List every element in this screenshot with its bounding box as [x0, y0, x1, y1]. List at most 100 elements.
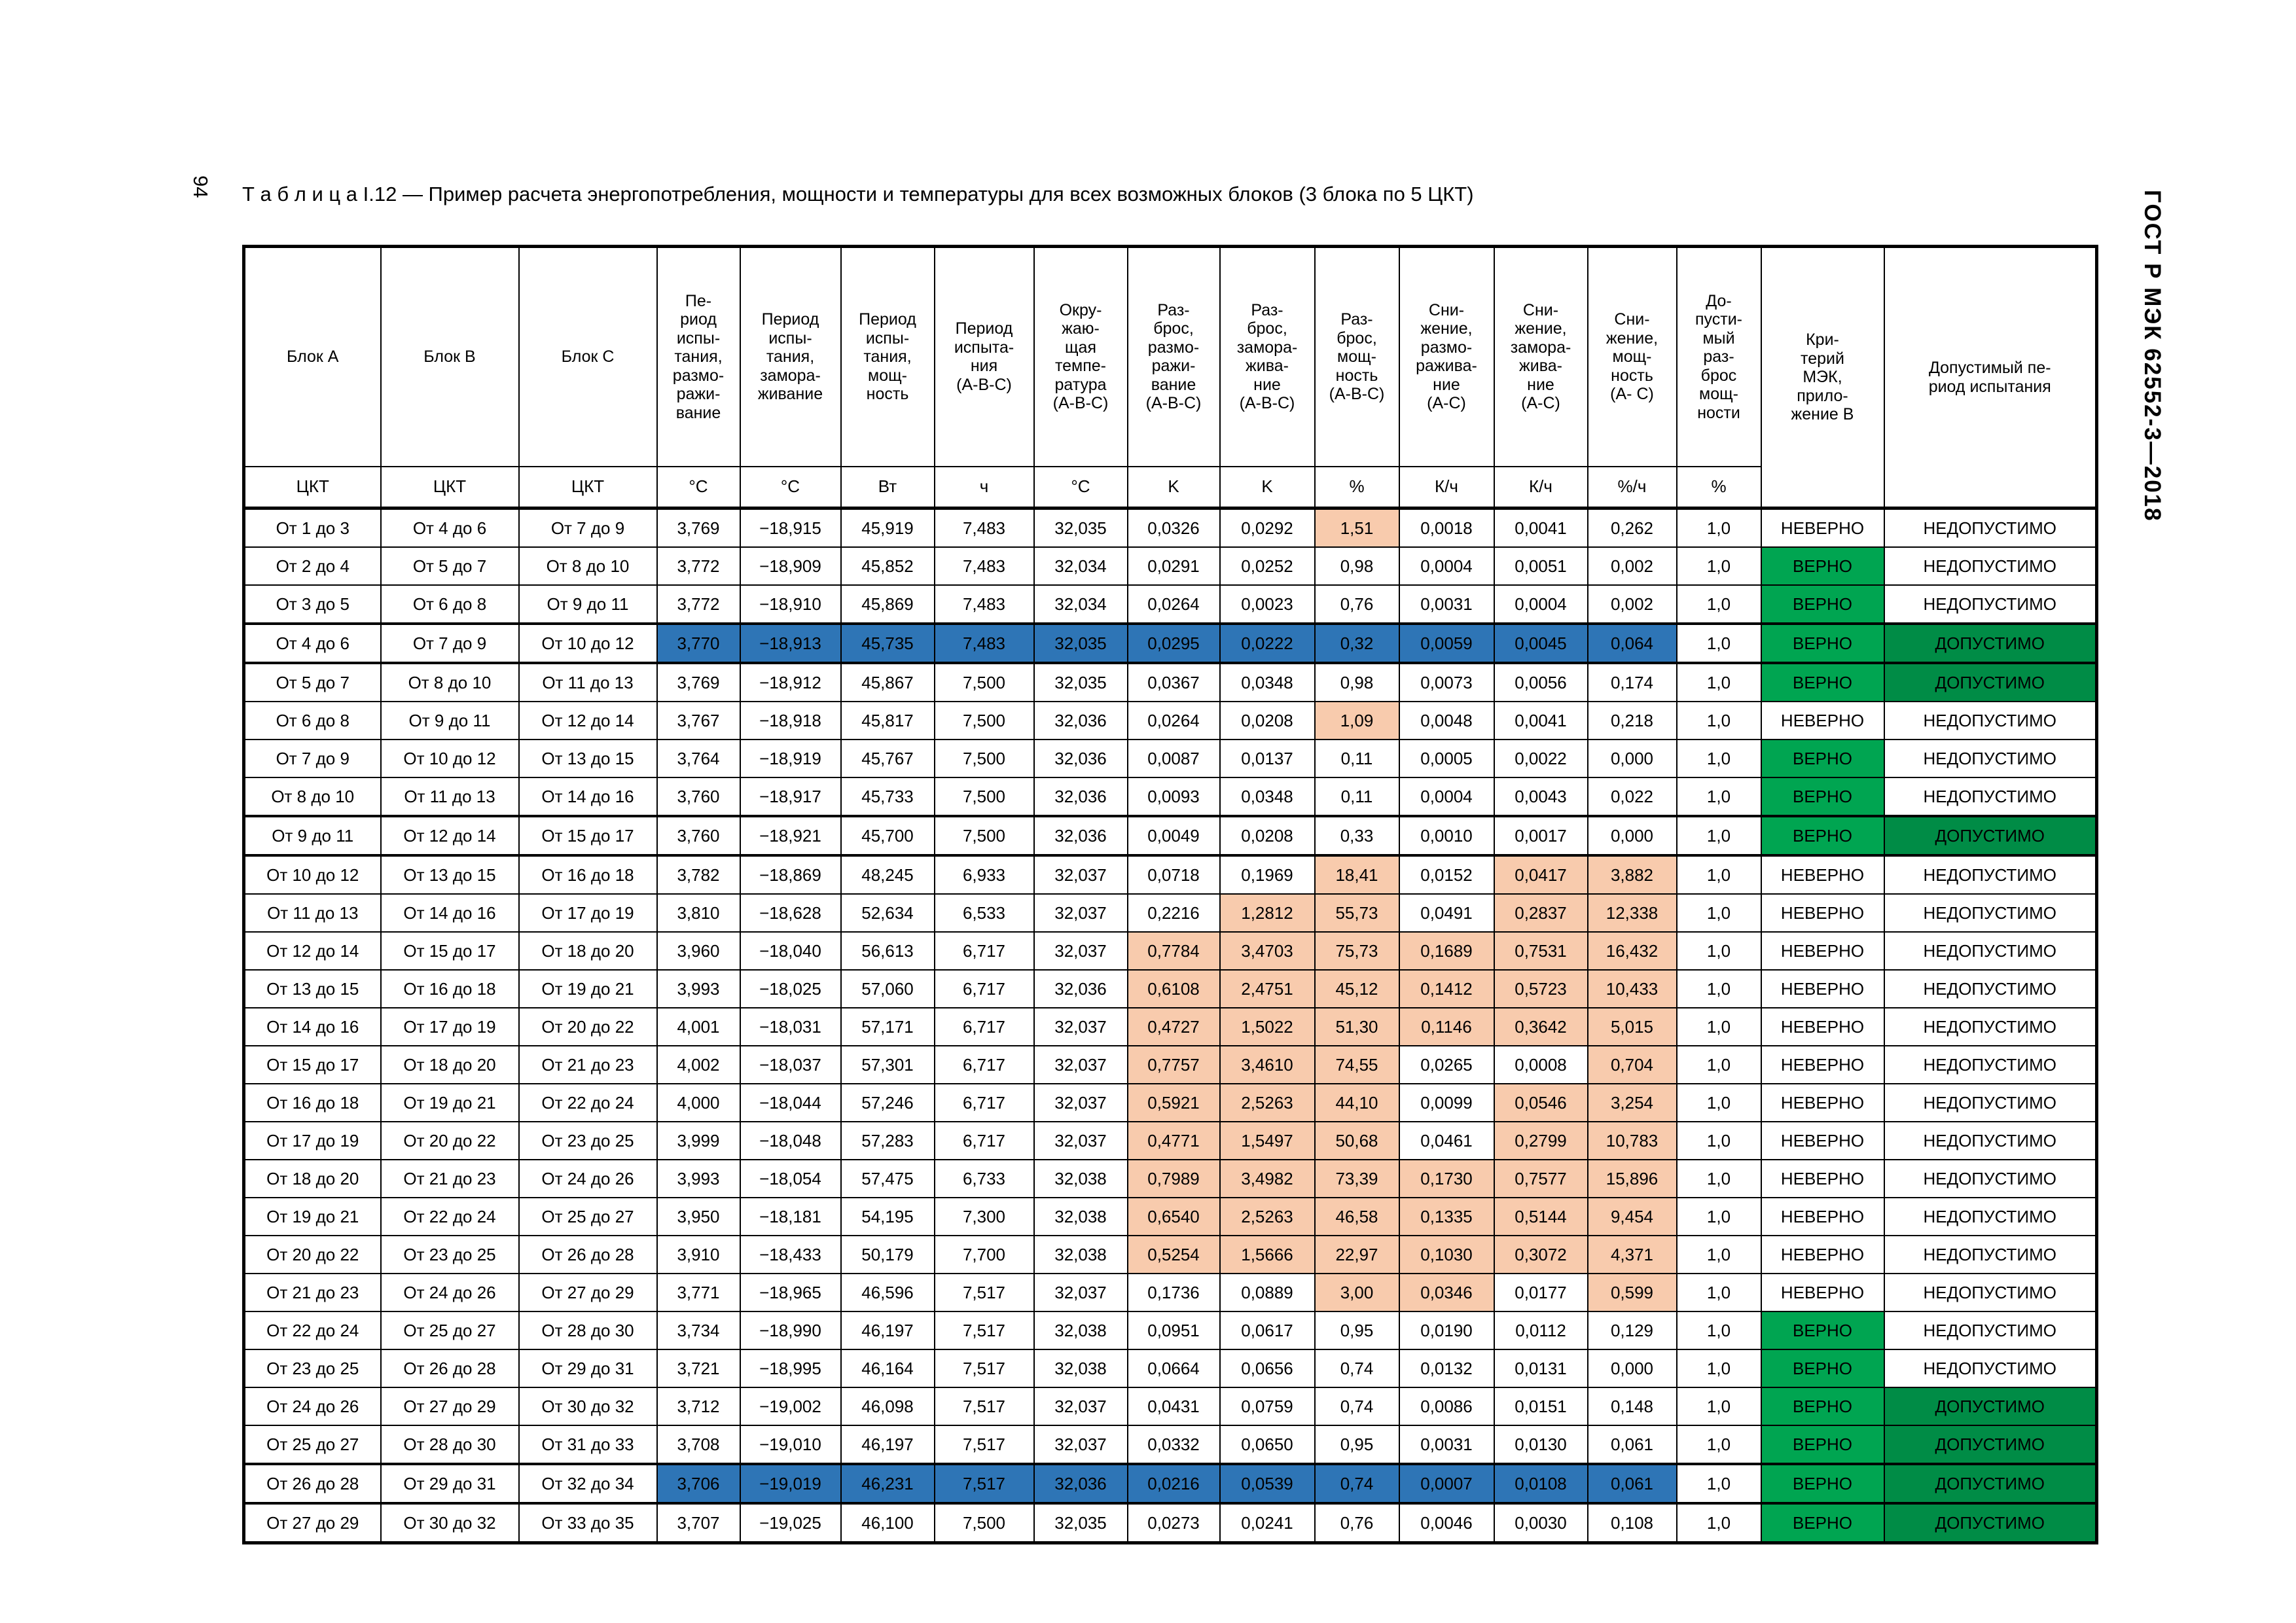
table-cell: 4,000	[656, 1083, 741, 1122]
table-cell: 0,1030	[1398, 1235, 1495, 1274]
table-cell: 0,0108	[1493, 1463, 1588, 1505]
table-cell: От 31 до 33	[518, 1425, 658, 1465]
table-container: Блок A Блок B Блок C Пе- риод испы- тания, …	[242, 245, 2098, 1544]
table-cell: От 30 до 32	[380, 1503, 520, 1544]
column-header: Допустимый пе- риод испытания	[1883, 245, 2098, 509]
table-cell: 2,5263	[1219, 1083, 1316, 1122]
table-cell: 4,002	[656, 1045, 741, 1084]
period-cell: НЕДОПУСТИМО	[1883, 1349, 2098, 1388]
table-cell: 0,0043	[1493, 777, 1588, 817]
table-cell: 0,0130	[1493, 1425, 1588, 1465]
table-cell: 0,6108	[1126, 969, 1221, 1008]
verdict-cell: ВЕРНО	[1760, 584, 1885, 624]
table-cell: 46,164	[840, 1349, 935, 1388]
table-cell: От 6 до 8	[243, 701, 382, 740]
table-cell: −18,919	[739, 739, 842, 778]
table-cell: От 15 до 17	[243, 1045, 382, 1084]
verdict-cell: ВЕРНО	[1760, 777, 1885, 817]
table-row: От 3 до 5 От 6 до 8 От 9 до 11 3,772 −18,910…	[243, 584, 2098, 624]
table-cell: 0,0093	[1126, 777, 1221, 817]
table-cell: 2,5263	[1219, 1197, 1316, 1236]
table-row: От 9 до 11 От 12 до 14 От 15 до 17 3,760 −18…	[243, 815, 2098, 857]
table-cell: 6,933	[933, 855, 1035, 895]
table-cell: От 26 до 28	[380, 1349, 520, 1388]
table-cell: 6,717	[933, 1007, 1035, 1046]
table-cell: 0,0252	[1219, 546, 1316, 586]
table-title: Т а б л и ц а I.12 — Пример расчета энер…	[242, 183, 1474, 205]
table-cell: 0,33	[1314, 815, 1400, 857]
table-cell: 0,6540	[1126, 1197, 1221, 1236]
table-cell: 3,721	[656, 1349, 741, 1388]
table-cell: 0,0031	[1398, 1425, 1495, 1465]
table-cell: 0,000	[1587, 739, 1677, 778]
verdict-cell: НЕВЕРНО	[1760, 1121, 1885, 1160]
table-cell: 1,0	[1676, 931, 1762, 971]
table-cell: 0,0010	[1398, 815, 1495, 857]
table-cell: 45,767	[840, 739, 935, 778]
table-cell: 32,036	[1033, 739, 1128, 778]
column-unit: %	[1676, 465, 1762, 509]
table-cell: 3,254	[1587, 1083, 1677, 1122]
table-cell: 0,218	[1587, 701, 1677, 740]
table-cell: От 7 до 9	[380, 622, 520, 664]
table-cell: 12,338	[1587, 893, 1677, 933]
table-cell: 0,0951	[1126, 1311, 1221, 1350]
column-unit: К/ч	[1398, 465, 1495, 509]
table-cell: 32,034	[1033, 546, 1128, 586]
table-cell: 7,483	[933, 622, 1035, 664]
table-cell: −18,181	[739, 1197, 842, 1236]
table-cell: 3,769	[656, 662, 741, 702]
table-cell: 0,0889	[1219, 1273, 1316, 1312]
table-cell: 45,867	[840, 662, 935, 702]
table-cell: От 18 до 20	[243, 1159, 382, 1198]
table-cell: 1,0	[1676, 584, 1762, 624]
period-cell: НЕДОПУСТИМО	[1883, 701, 2098, 740]
table-cell: От 22 до 24	[518, 1083, 658, 1122]
table-cell: −18,995	[739, 1349, 842, 1388]
verdict-cell: ВЕРНО	[1760, 1503, 1885, 1544]
table-row: От 21 до 23 От 24 до 26 От 27 до 29 3,771 −1…	[243, 1273, 2098, 1312]
column-unit: ЦКТ	[518, 465, 658, 509]
table-cell: 15,896	[1587, 1159, 1677, 1198]
table-cell: 45,12	[1314, 969, 1400, 1008]
table-cell: От 22 до 24	[380, 1197, 520, 1236]
table-cell: 6,717	[933, 969, 1035, 1008]
table-cell: 0,0008	[1493, 1045, 1588, 1084]
table-row: От 7 до 9 От 10 до 12 От 13 до 15 3,764 −18,…	[243, 739, 2098, 778]
table-cell: 0,0031	[1398, 584, 1495, 624]
table-cell: От 19 до 21	[518, 969, 658, 1008]
verdict-cell: НЕВЕРНО	[1760, 1083, 1885, 1122]
table-cell: 46,231	[840, 1463, 935, 1505]
table-cell: 1,0	[1676, 1387, 1762, 1426]
table-cell: 3,772	[656, 584, 741, 624]
period-cell: НЕДОПУСТИМО	[1883, 893, 2098, 933]
table-cell: 0,0546	[1493, 1083, 1588, 1122]
table-cell: 6,717	[933, 1083, 1035, 1122]
table-cell: 1,0	[1676, 739, 1762, 778]
table-cell: 32,035	[1033, 1503, 1128, 1544]
column-unit: К/ч	[1493, 465, 1588, 509]
table-cell: 7,483	[933, 507, 1035, 548]
table-cell: 48,245	[840, 855, 935, 895]
table-cell: 1,0	[1676, 1503, 1762, 1544]
table-cell: 0,98	[1314, 546, 1400, 586]
table-cell: От 14 до 16	[380, 893, 520, 933]
table-cell: −18,433	[739, 1235, 842, 1274]
table-cell: 32,036	[1033, 1463, 1128, 1505]
column-unit: K	[1219, 465, 1316, 509]
table-cell: 1,0	[1676, 855, 1762, 895]
period-cell: НЕДОПУСТИМО	[1883, 1197, 2098, 1236]
table-cell: 57,060	[840, 969, 935, 1008]
table-cell: 0,0346	[1398, 1273, 1495, 1312]
table-cell: От 7 до 9	[243, 739, 382, 778]
table-row: От 22 до 24 От 25 до 27 От 28 до 30 3,734 −1…	[243, 1311, 2098, 1350]
table-cell: 0,0273	[1126, 1503, 1221, 1544]
table-cell: От 12 до 14	[243, 931, 382, 971]
table-cell: 32,037	[1033, 1273, 1128, 1312]
table-cell: 3,4610	[1219, 1045, 1316, 1084]
table-cell: 0,0004	[1398, 777, 1495, 817]
table-cell: 3,767	[656, 701, 741, 740]
table-cell: От 23 до 25	[518, 1121, 658, 1160]
column-unit: K	[1126, 465, 1221, 509]
table-cell: 4,001	[656, 1007, 741, 1046]
